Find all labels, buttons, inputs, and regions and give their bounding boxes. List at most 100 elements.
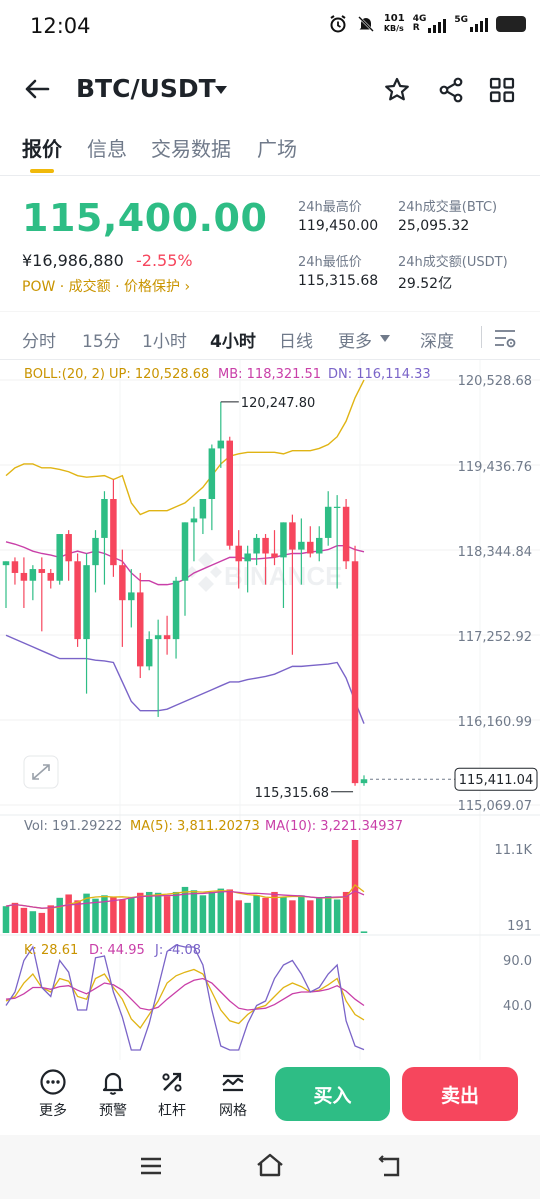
candle-body [38,569,46,573]
interval-1h[interactable]: 1小时 [142,332,187,352]
volume-bar [199,895,207,933]
volume-bar [154,892,162,933]
fullscreen-icon[interactable] [23,755,59,789]
interval-15m[interactable]: 15分 [82,332,121,352]
tab-square[interactable]: 广场 [257,137,297,161]
vol-btc-label: 24h成交量(BTC) [398,200,498,215]
high-marker: 120,247.80 [241,396,315,411]
net-speed: 101 KB/s [383,13,405,34]
sell-button[interactable]: 卖出 [402,1067,518,1121]
boll-dn: DN: 116,114.33 [328,367,431,382]
vol-ma10: MA(10): 3,221.34937 [265,819,403,834]
current-price-tag-text: 115,411.04 [459,773,533,788]
action-label: 网格 [219,1103,247,1119]
interval-more[interactable]: 更多 [338,332,372,352]
boll-dn-line [5,634,365,724]
kline-chart[interactable]: BINANCE BOLL:(20, 2) UP: 120,528.68 MB: … [0,360,540,1060]
more-circle-icon [40,1069,66,1095]
action-more[interactable]: 更多 [28,1068,78,1120]
action-leverage[interactable]: 杠杆 [147,1068,197,1120]
action-alert[interactable]: 预警 [88,1068,138,1120]
boll-mb: MB: 118,321.51 [218,367,321,382]
kdj-axis-label: 90.0 [503,954,532,969]
layout-grid-icon[interactable] [489,77,515,103]
buy-button[interactable]: 买入 [275,1067,390,1121]
divider [0,359,540,360]
vol-ma5: MA(5): 3,811.20273 [130,819,260,834]
kdj-j-line [5,944,365,1051]
interval-timeline[interactable]: 分时 [22,332,56,352]
volume-bar [333,899,341,933]
home-icon[interactable] [255,1152,285,1178]
volume-bar [145,891,153,933]
volume-bar [324,896,332,933]
pair-dropdown-icon[interactable] [215,86,227,94]
candle-body [2,561,10,566]
candle-body [83,565,90,640]
volume-bar [74,900,81,933]
chart-settings-icon[interactable] [493,326,517,350]
volume-bar [20,907,28,933]
cny-price: ¥16,986,880 [22,251,124,270]
volume-bar [271,891,278,933]
change-percent: -2.55% [136,251,193,270]
candle-body [190,518,198,523]
candle-body [208,448,216,499]
candle-body [119,565,126,601]
candle-body [92,537,99,566]
volume-bar [172,891,180,933]
vol-label: Vol: 191.29222 [24,819,122,834]
candle-body [145,639,153,667]
sim1-signal: 4G R [413,15,447,33]
tab-trading-data[interactable]: 交易数据 [151,137,231,161]
back-nav-icon[interactable] [378,1154,404,1178]
kdj-d-line [5,977,365,1011]
sim2-signal: 5G [454,16,488,32]
candle-body [262,537,269,554]
action-label: 杠杆 [158,1103,186,1119]
star-icon[interactable] [383,76,411,104]
kdj-j: J: -4.08 [154,943,201,958]
volume-bar [29,911,37,933]
interval-4h[interactable]: 4小时 [210,332,256,352]
volume-bar [262,897,269,933]
boll-label: BOLL:(20, 2) [24,367,105,382]
current-price-tag [454,767,538,791]
low-24h-label: 24h最低价 [298,255,362,270]
interval-1d[interactable]: 日线 [279,332,313,352]
divider [481,326,482,348]
chevron-down-icon[interactable] [380,335,390,342]
vol-ma10-line [5,890,365,909]
candle-body [199,498,207,519]
menu-icon[interactable] [139,1155,163,1177]
kdj-lines [5,944,365,1051]
volume-bar [11,902,19,933]
percent-icon [162,1072,182,1092]
kdj-axis-label: 40.0 [503,999,532,1014]
volume-bar [208,891,216,933]
share-icon[interactable] [437,76,465,104]
candle-body [20,572,28,581]
info-tags[interactable]: POW · 成交额 · 价格保护 › [22,279,191,295]
volume-bar [47,905,54,933]
boll-up-line [5,379,365,516]
system-nav-bar [0,1135,540,1199]
volume-bar [38,912,46,933]
tab-quote[interactable]: 报价 [22,137,62,161]
pair-title[interactable]: BTC/USDT [76,74,216,103]
candle-body [235,545,242,562]
volume-bar [244,902,251,933]
action-grid[interactable]: 网格 [208,1068,258,1120]
candle-body [360,779,368,784]
volume-bar [190,890,198,933]
candle-body [324,506,332,538]
status-bar: 12:04 101 KB/s 4G R 5G [0,0,540,56]
tab-info[interactable]: 信息 [87,137,127,161]
vol-btc-value: 25,095.32 [398,218,470,234]
interval-depth[interactable]: 深度 [420,332,454,352]
volume-bar [65,894,72,933]
back-arrow-icon[interactable] [22,74,52,104]
price-axis-label: 120,528.68 [458,374,532,389]
divider [0,175,540,176]
high-24h-value: 119,450.00 [298,218,379,234]
